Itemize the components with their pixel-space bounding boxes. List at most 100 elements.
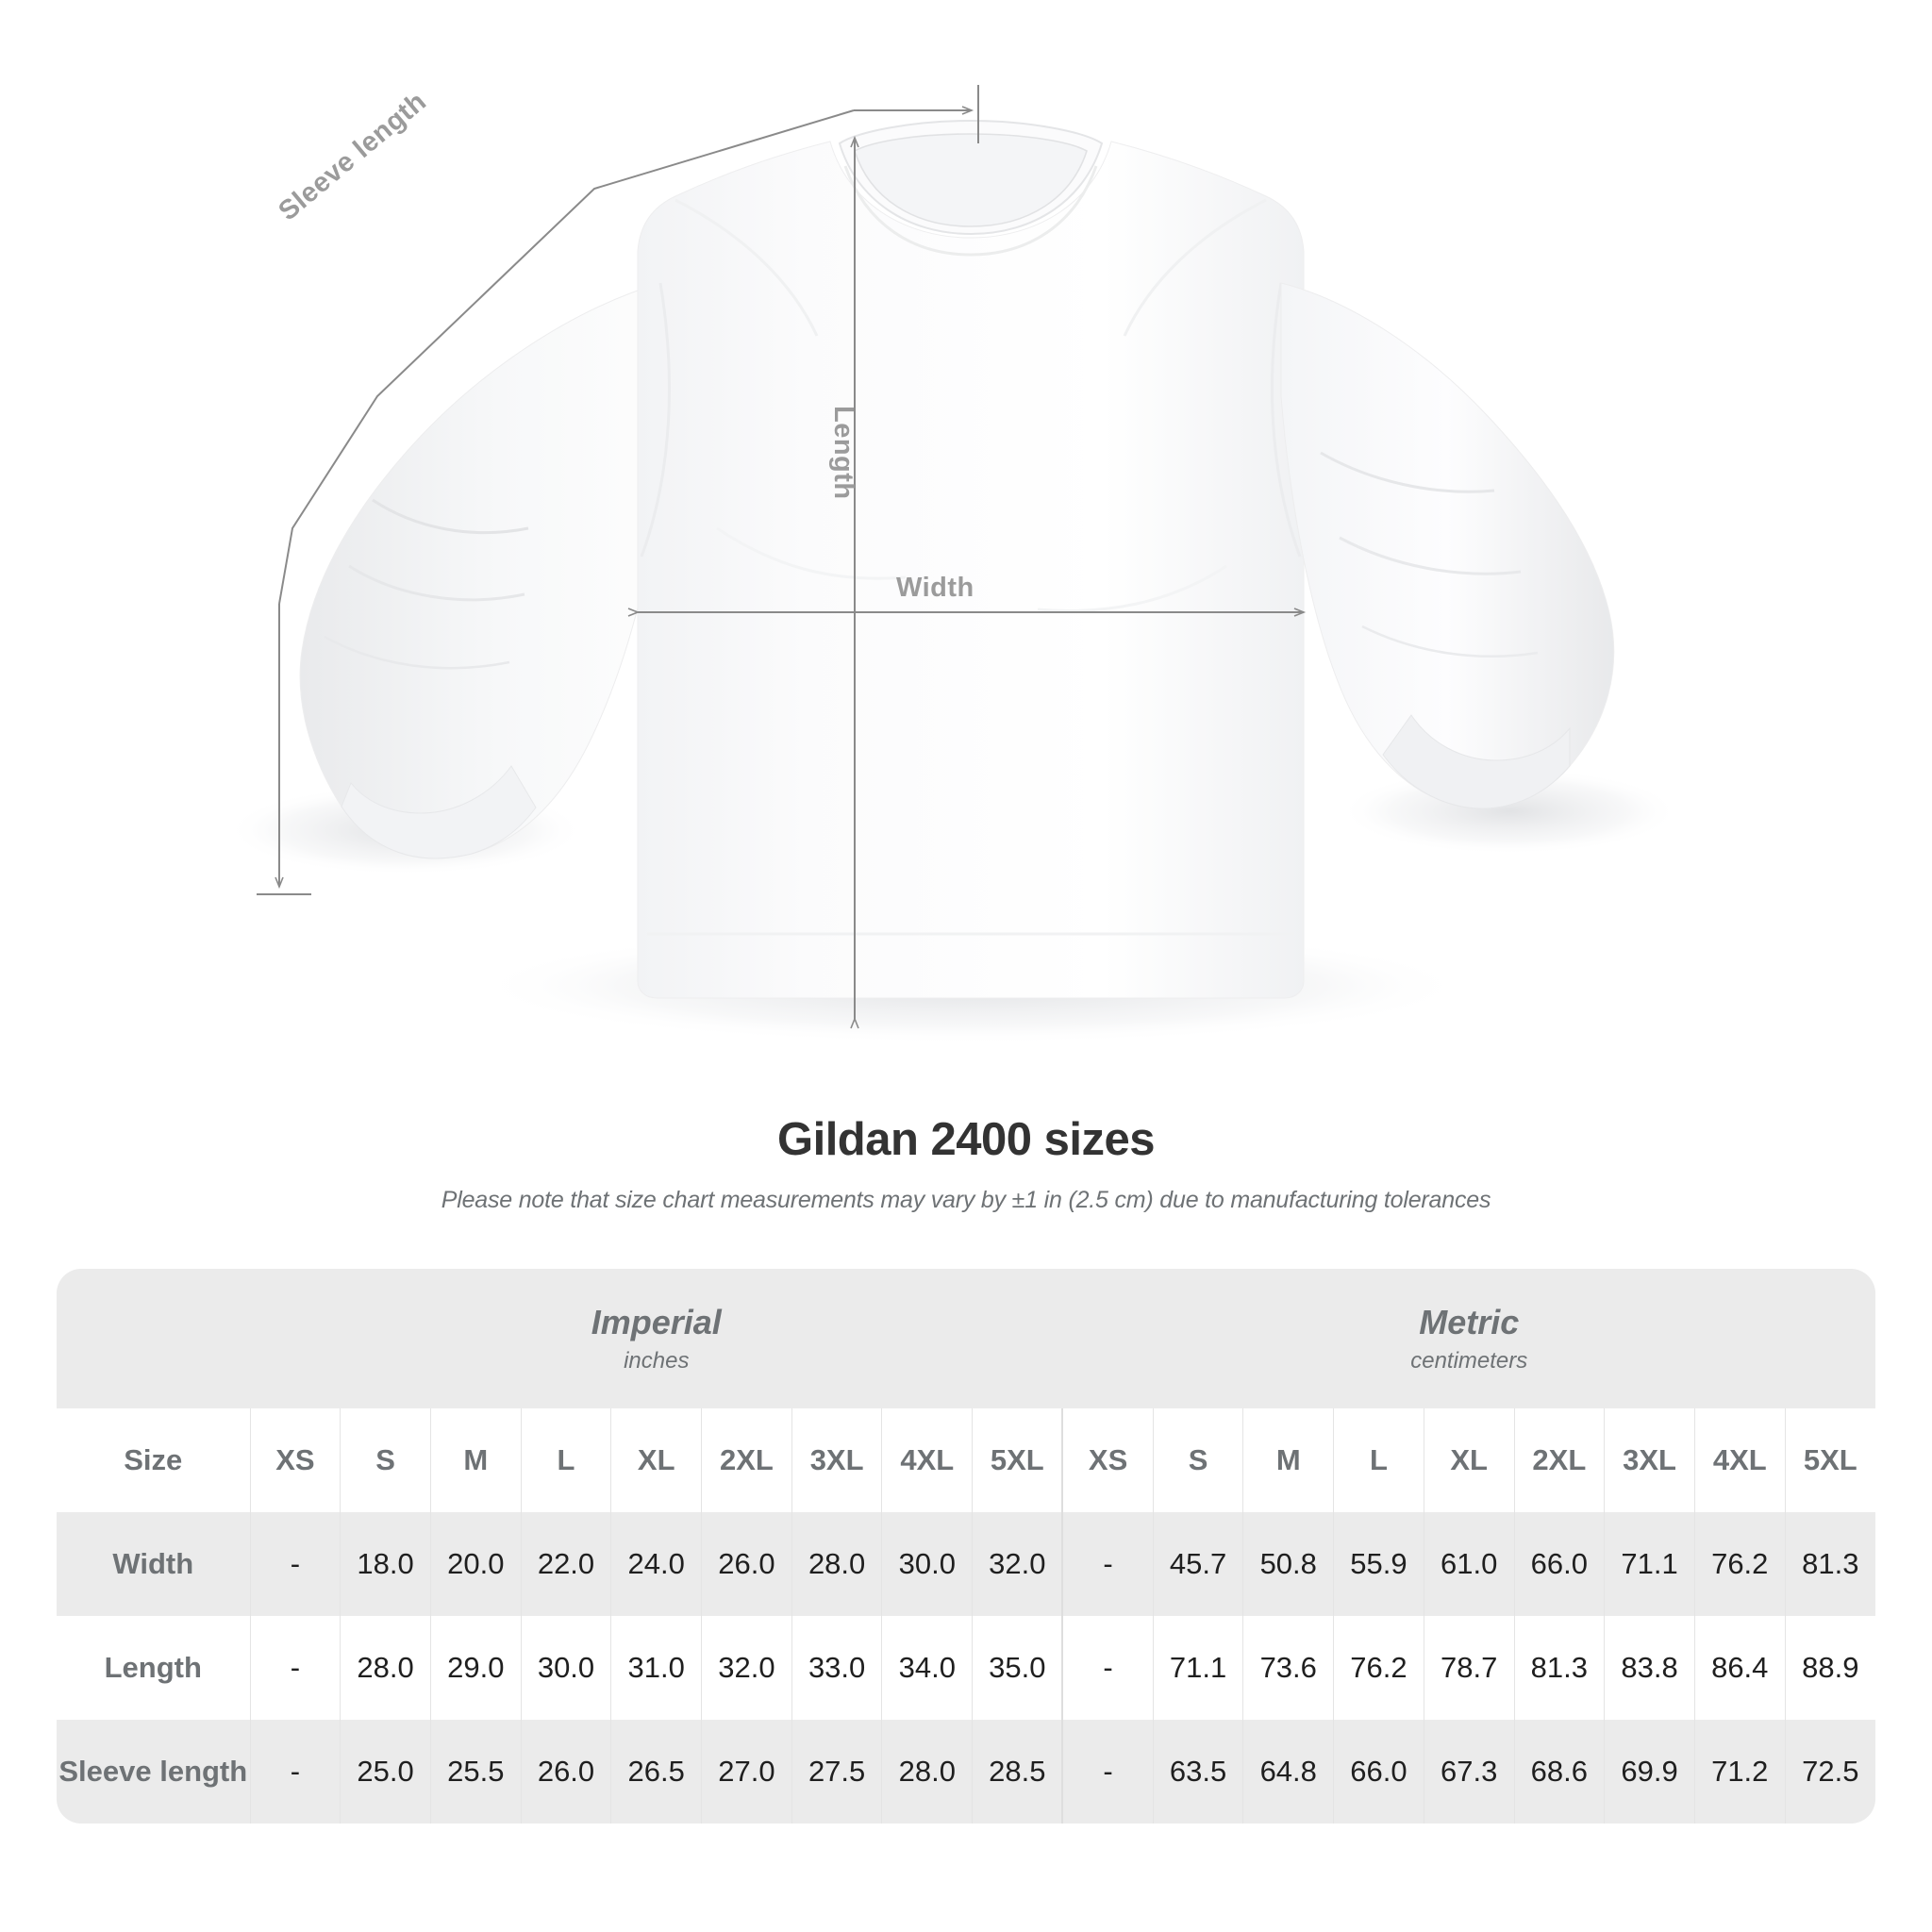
measurement-cell: 26.0 bbox=[520, 1720, 611, 1824]
right-cuff bbox=[1382, 714, 1571, 809]
measurement-cell: 28.0 bbox=[340, 1616, 431, 1720]
measurement-cell: 81.3 bbox=[1784, 1512, 1875, 1616]
unit-name: Imperial bbox=[591, 1303, 722, 1342]
size-header-cell: S bbox=[1152, 1408, 1243, 1512]
measurement-cell: 78.7 bbox=[1423, 1616, 1514, 1720]
size-header-cell: 5XL bbox=[972, 1408, 1063, 1512]
measurement-cell: 26.0 bbox=[701, 1512, 792, 1616]
measurement-cell: 81.3 bbox=[1513, 1616, 1605, 1720]
unit-name: Metric bbox=[1419, 1303, 1520, 1342]
measurement-cell: 31.0 bbox=[610, 1616, 702, 1720]
sleeve-fold bbox=[348, 564, 525, 602]
page-subtitle: Please note that size chart measurements… bbox=[441, 1187, 1491, 1213]
unit-header-metric: Metric centimeters bbox=[1062, 1269, 1875, 1408]
left-sleeve bbox=[299, 282, 661, 859]
row-label: Length bbox=[57, 1616, 251, 1720]
measurement-cell: 29.0 bbox=[429, 1616, 522, 1720]
unit-header-spacer bbox=[57, 1269, 251, 1408]
measurement-cell: 55.9 bbox=[1333, 1512, 1424, 1616]
measurement-cell: 76.2 bbox=[1333, 1616, 1424, 1720]
width-label: Width bbox=[896, 573, 974, 603]
measurement-cell: - bbox=[1061, 1616, 1154, 1720]
measurement-cell: 32.0 bbox=[972, 1512, 1063, 1616]
page-title: Gildan 2400 sizes bbox=[776, 1114, 1156, 1165]
size-header-cell: S bbox=[340, 1408, 431, 1512]
sleeve-fold bbox=[324, 635, 510, 670]
unit-subtitle: centimeters bbox=[1410, 1347, 1528, 1374]
right-armhole-crease bbox=[1271, 282, 1302, 558]
measurement-cell: 88.9 bbox=[1784, 1616, 1875, 1720]
size-header-cell: 3XL bbox=[1604, 1408, 1695, 1512]
measurement-cell: 45.7 bbox=[1152, 1512, 1243, 1616]
sleeve-fold bbox=[1361, 625, 1539, 658]
measurement-cell: 28.5 bbox=[972, 1720, 1063, 1824]
measurement-cell: 68.6 bbox=[1513, 1720, 1605, 1824]
measurement-cell: 86.4 bbox=[1693, 1616, 1786, 1720]
measurement-cell: 18.0 bbox=[340, 1512, 431, 1616]
measurement-cell: 34.0 bbox=[881, 1616, 973, 1720]
measurement-cell: 71.1 bbox=[1152, 1616, 1243, 1720]
unit-header-row: Imperial inches Metric centimeters bbox=[57, 1269, 1875, 1408]
body-fold bbox=[716, 526, 907, 580]
size-header-cell: XL bbox=[610, 1408, 702, 1512]
row-label: Sleeve length bbox=[57, 1720, 251, 1824]
row-label: Width bbox=[57, 1512, 251, 1616]
right-sleeve bbox=[1280, 282, 1615, 809]
right-shoulder-seam bbox=[1123, 198, 1267, 337]
measurement-cell: - bbox=[249, 1616, 341, 1720]
collar-inner bbox=[854, 133, 1088, 227]
size-header-cell: 4XL bbox=[881, 1408, 973, 1512]
garment-illustration: Sleeve length Length Width bbox=[226, 85, 1679, 1044]
measurement-cell: 24.0 bbox=[610, 1512, 702, 1616]
title-block: Gildan 2400 sizes Please note that size … bbox=[0, 1113, 1932, 1214]
size-chart-table-wrap: Imperial inches Metric centimeters Size XS S M L… bbox=[57, 1269, 1875, 1824]
size-chart-table: Imperial inches Metric centimeters Size XS S M L… bbox=[57, 1269, 1875, 1824]
left-armhole-crease bbox=[640, 282, 671, 558]
measurement-cell: 33.0 bbox=[791, 1616, 882, 1720]
measurement-cell: 20.0 bbox=[429, 1512, 522, 1616]
measurement-cell: 64.8 bbox=[1242, 1720, 1334, 1824]
measurement-cell: - bbox=[1061, 1720, 1154, 1824]
size-header-cell: XL bbox=[1423, 1408, 1514, 1512]
measurement-cell: 63.5 bbox=[1152, 1720, 1243, 1824]
table-row: Length -28.0 29.0 30.0 31.0 32.0 33.0 34.0 35.0-… bbox=[57, 1616, 1875, 1720]
measurement-cell: 73.6 bbox=[1242, 1616, 1334, 1720]
table-row: Sleeve length -25.0 25.5 26.0 26.5 27.0 27.5 28… bbox=[57, 1720, 1875, 1824]
size-header-row: Size XS S M L XL 2XL 3XL 4XL 5XL XS S M L XL 2XL 3XL 4XL 5… bbox=[57, 1408, 1875, 1512]
measurement-cell: 50.8 bbox=[1242, 1512, 1334, 1616]
measurement-cell: - bbox=[1061, 1512, 1154, 1616]
measurement-cell: 83.8 bbox=[1604, 1616, 1695, 1720]
measurement-cell: - bbox=[249, 1720, 341, 1824]
measurement-cell: 28.0 bbox=[881, 1720, 973, 1824]
sleeve-length-dimension bbox=[257, 85, 979, 895]
left-shoulder-seam bbox=[675, 198, 819, 337]
shirt-body bbox=[637, 141, 1305, 999]
measurement-cell: 71.2 bbox=[1693, 1720, 1786, 1824]
sleeve-fold bbox=[372, 498, 529, 535]
measurement-cell: - bbox=[249, 1512, 341, 1616]
measurement-cell: 35.0 bbox=[972, 1616, 1063, 1720]
measurement-cell: 28.0 bbox=[791, 1512, 882, 1616]
size-header-cell: L bbox=[1333, 1408, 1424, 1512]
measurement-cell: 69.9 bbox=[1604, 1720, 1695, 1824]
garment-diagram bbox=[226, 85, 1679, 1044]
measurement-cell: 66.0 bbox=[1513, 1512, 1605, 1616]
sleeve-fold bbox=[1320, 451, 1495, 493]
measurement-cell: 67.3 bbox=[1423, 1720, 1514, 1824]
measurement-cell: 32.0 bbox=[701, 1616, 792, 1720]
size-header-cell: M bbox=[1242, 1408, 1334, 1512]
measurement-cell: 26.5 bbox=[610, 1720, 702, 1824]
measurement-cell: 72.5 bbox=[1784, 1720, 1875, 1824]
table-row: Width -18.0 20.0 22.0 24.0 26.0 28.0 30.0 32.0-4… bbox=[57, 1512, 1875, 1616]
size-header-cell: 2XL bbox=[701, 1408, 792, 1512]
length-label: Length bbox=[828, 406, 858, 500]
measurement-cell: 30.0 bbox=[520, 1616, 611, 1720]
left-cuff bbox=[341, 765, 537, 859]
sleeve-fold bbox=[1339, 536, 1522, 575]
measurement-cell: 66.0 bbox=[1333, 1720, 1424, 1824]
measurement-cell: 71.1 bbox=[1604, 1512, 1695, 1616]
size-header-cell: 3XL bbox=[791, 1408, 882, 1512]
unit-subtitle: inches bbox=[624, 1347, 690, 1374]
measurement-cell: 61.0 bbox=[1423, 1512, 1514, 1616]
size-header-cell: 4XL bbox=[1693, 1408, 1786, 1512]
